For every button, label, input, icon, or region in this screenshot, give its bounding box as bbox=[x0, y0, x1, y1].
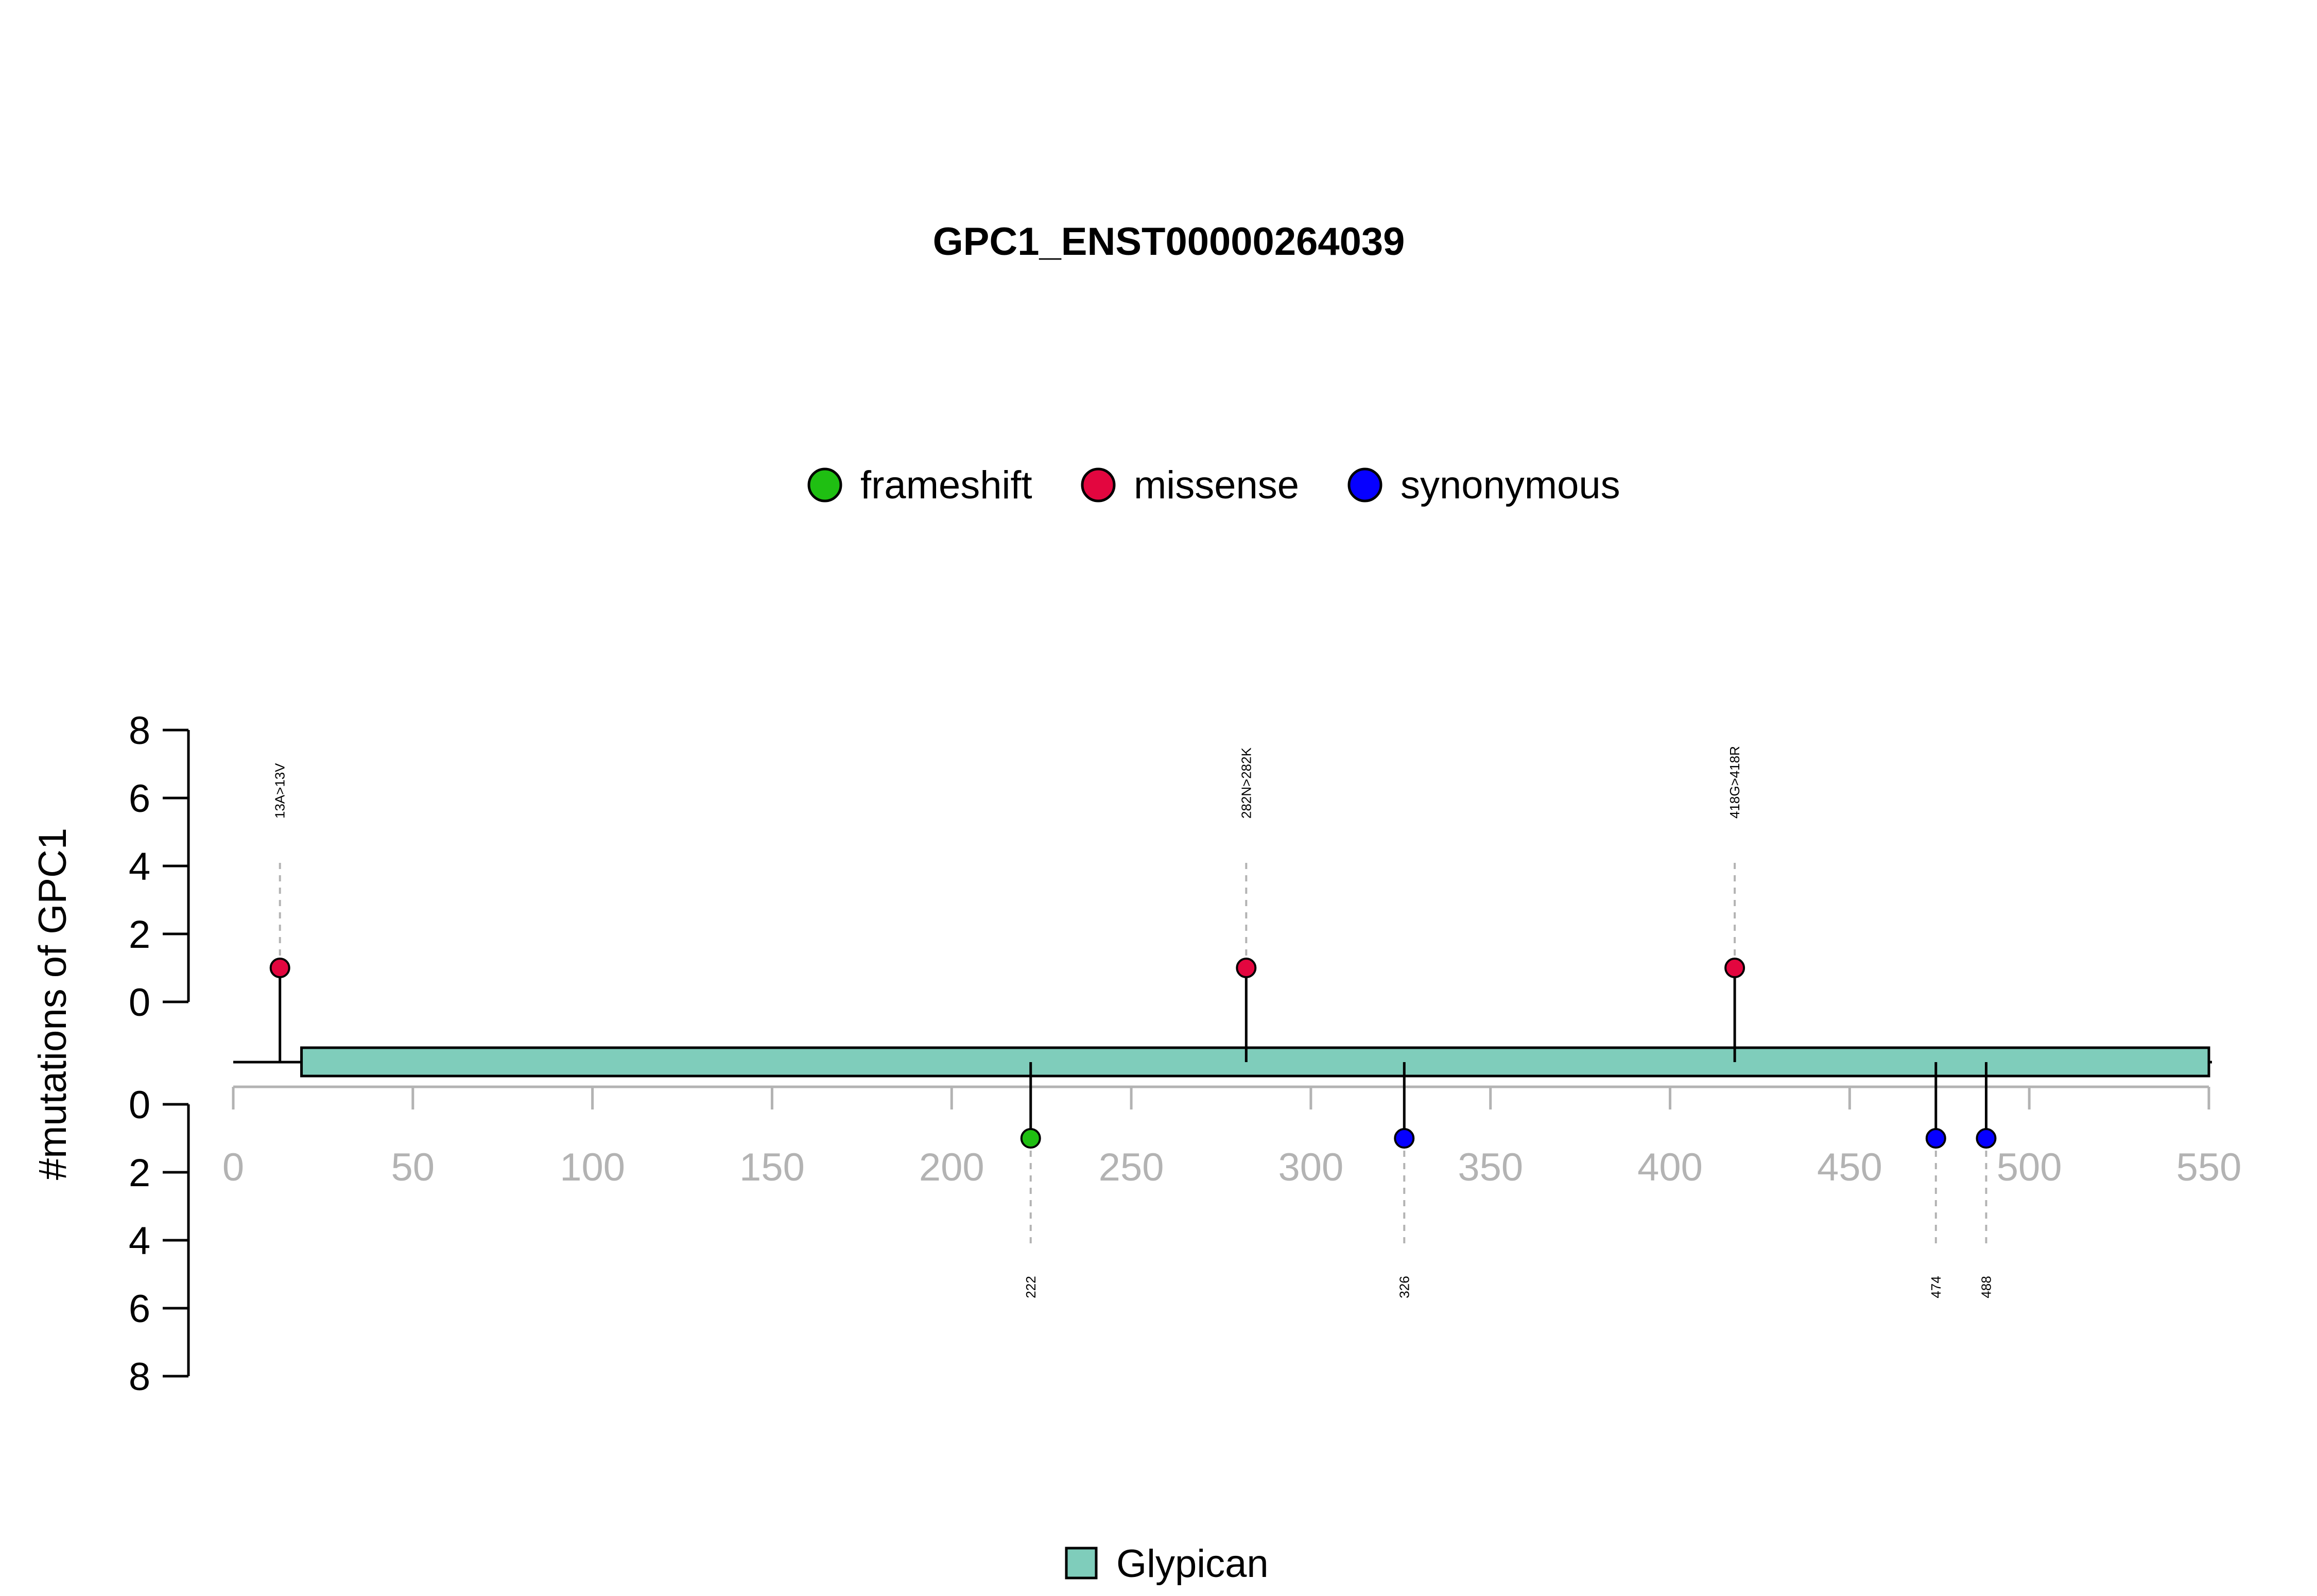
y-tick-label-bottom: 0 bbox=[129, 1083, 150, 1127]
legend: frameshift missense synonymous bbox=[807, 463, 1620, 507]
y-tick-label-bottom: 2 bbox=[129, 1151, 150, 1195]
mutation-label: 488 bbox=[1978, 1276, 1994, 1298]
y-tick-label-bottom: 4 bbox=[129, 1219, 150, 1263]
y-axis-bottom: 0 2 4 6 8 bbox=[129, 1083, 190, 1399]
x-tick-label: 550 bbox=[2176, 1146, 2242, 1189]
x-tick-label: 450 bbox=[1817, 1146, 1882, 1189]
mutation-label: 418G>418R bbox=[1727, 746, 1742, 819]
y-tick-label-bottom: 8 bbox=[129, 1355, 150, 1399]
legend-label-frameshift: frameshift bbox=[860, 463, 1032, 507]
x-tick-label: 250 bbox=[1099, 1146, 1164, 1189]
mutation-point-synonymous bbox=[1925, 1128, 1946, 1149]
domain-legend-label: Glypican bbox=[1116, 1542, 1269, 1586]
y-axis-label: #mutations of GPC1 bbox=[31, 828, 75, 1180]
legend-marker-missense bbox=[1081, 467, 1116, 502]
mutation-point-frameshift bbox=[1020, 1128, 1041, 1149]
y-tick-label-bottom: 6 bbox=[129, 1287, 150, 1331]
mutation-point-synonymous bbox=[1394, 1128, 1415, 1149]
x-tick-label: 300 bbox=[1278, 1146, 1344, 1189]
x-tick-label: 350 bbox=[1458, 1146, 1523, 1189]
y-tick-label-top: 4 bbox=[129, 845, 150, 889]
mutation-label: 326 bbox=[1396, 1276, 1412, 1298]
legend-label-synonymous: synonymous bbox=[1400, 463, 1620, 507]
domain-Glypican bbox=[300, 1046, 2210, 1078]
mutation-label: 222 bbox=[1023, 1276, 1039, 1298]
protein-backbone bbox=[233, 1046, 2212, 1078]
legend-marker-synonymous bbox=[1347, 467, 1382, 502]
domain-legend-swatch bbox=[1065, 1547, 1098, 1580]
mutations: 13A>13V 282N>282K 418G>418R 222 326 474 488 bbox=[269, 746, 1997, 1298]
mutation-label: 282N>282K bbox=[1238, 747, 1254, 819]
domain-legend: Glypican bbox=[1065, 1542, 1269, 1586]
legend-label-missense: missense bbox=[1134, 463, 1299, 507]
mutation-point-synonymous bbox=[1976, 1128, 1997, 1149]
x-tick-label: 200 bbox=[919, 1146, 984, 1189]
x-tick-label: 0 bbox=[222, 1146, 244, 1189]
y-axis-top: 0 2 4 6 8 bbox=[129, 709, 190, 1025]
y-tick-label-top: 2 bbox=[129, 913, 150, 957]
x-tick-label: 150 bbox=[739, 1146, 805, 1189]
mutation-label: 474 bbox=[1928, 1276, 1944, 1298]
y-tick-label-top: 6 bbox=[129, 777, 150, 821]
x-tick-label: 500 bbox=[1997, 1146, 2062, 1189]
legend-marker-frameshift bbox=[807, 467, 842, 502]
y-tick-label-top: 8 bbox=[129, 709, 150, 753]
mutation-label: 13A>13V bbox=[272, 763, 288, 819]
x-tick-label: 100 bbox=[560, 1146, 625, 1189]
x-axis: 0 50 100 150 200 250 300 350 400 450 500 550 bbox=[222, 1085, 2242, 1189]
chart-title: GPC1_ENST00000264039 bbox=[933, 220, 1405, 264]
x-tick-label: 400 bbox=[1637, 1146, 1703, 1189]
y-tick-label-top: 0 bbox=[129, 981, 150, 1025]
mutation-point-missense bbox=[269, 958, 290, 978]
mutation-point-missense bbox=[1236, 958, 1257, 978]
x-tick-label: 50 bbox=[391, 1146, 435, 1189]
mutation-point-missense bbox=[1724, 958, 1745, 978]
